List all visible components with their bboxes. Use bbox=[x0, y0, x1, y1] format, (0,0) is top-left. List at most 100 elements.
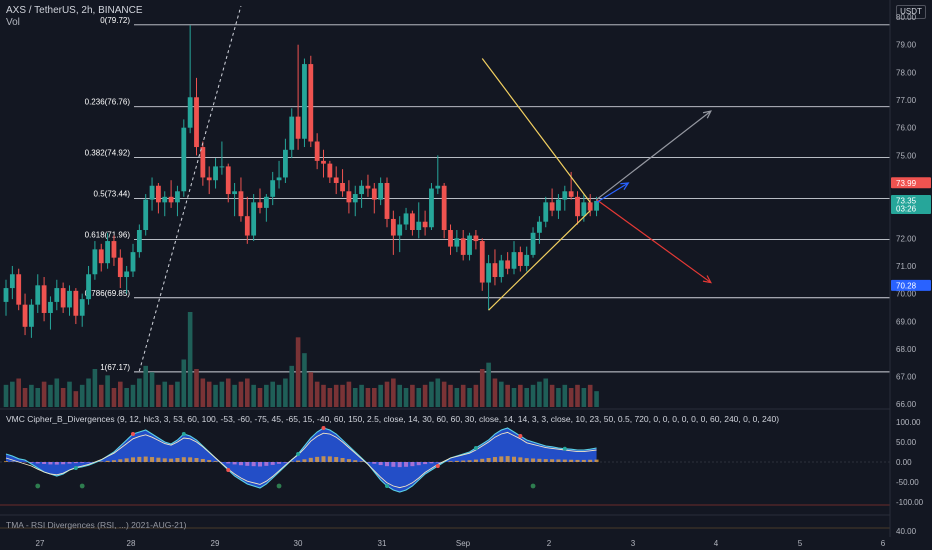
price-tick-label: 67.00 bbox=[896, 373, 917, 382]
money-flow-bar bbox=[143, 456, 148, 462]
candle-body bbox=[257, 202, 263, 208]
volume-bar bbox=[333, 384, 339, 407]
cross-dot bbox=[385, 484, 389, 488]
volume-bar bbox=[3, 384, 9, 407]
money-flow-bar bbox=[61, 462, 66, 465]
candle-body bbox=[156, 185, 161, 203]
candle-body bbox=[283, 149, 288, 178]
volume-bar bbox=[308, 372, 314, 407]
buy-signal-dot bbox=[79, 483, 85, 489]
money-flow-bar bbox=[124, 458, 129, 462]
volume-bar bbox=[187, 312, 193, 407]
volume-bar bbox=[175, 381, 180, 407]
money-flow-bar bbox=[308, 457, 313, 462]
candle-body bbox=[60, 288, 66, 308]
money-flow-bar bbox=[245, 462, 250, 466]
volume-bar bbox=[98, 384, 104, 407]
volume-bar bbox=[29, 384, 34, 407]
money-flow-bar bbox=[594, 459, 599, 462]
money-flow-bar bbox=[581, 459, 586, 462]
candle-body bbox=[244, 216, 250, 236]
money-flow-bar bbox=[296, 460, 301, 462]
fib-level-label: 0.5(73.44) bbox=[94, 189, 131, 198]
cross-dot bbox=[473, 446, 478, 450]
vmc-tick-label: 0.00 bbox=[896, 458, 912, 467]
money-flow-bar bbox=[315, 456, 320, 462]
money-flow-bar bbox=[270, 462, 275, 465]
candle-body bbox=[194, 97, 199, 148]
candle-body bbox=[200, 147, 206, 178]
volume-bar bbox=[499, 381, 504, 407]
vmc-tick-label: 50.00 bbox=[896, 438, 917, 447]
candle-body bbox=[162, 196, 168, 203]
candle-body bbox=[549, 202, 555, 211]
time-tick-label: Sep bbox=[456, 539, 471, 548]
volume-bar bbox=[219, 381, 225, 407]
money-flow-bar bbox=[181, 457, 186, 462]
price-tag-value: 73.99 bbox=[896, 179, 917, 188]
vmc-tick-label: -100.00 bbox=[896, 498, 924, 507]
candle-body bbox=[302, 64, 307, 139]
price-tick-label: 78.00 bbox=[896, 68, 917, 77]
volume-bar bbox=[537, 381, 542, 407]
candle-body bbox=[16, 274, 22, 305]
candle-body bbox=[352, 194, 358, 203]
candle-body bbox=[460, 238, 466, 255]
money-flow-bar bbox=[29, 462, 34, 463]
rsi-indicator-title[interactable]: TMA - RSI Divergences (RSI, ...) 2021-AU… bbox=[6, 520, 187, 530]
volume-bar bbox=[10, 381, 15, 407]
volume-bar bbox=[276, 384, 282, 407]
cross-dot bbox=[73, 466, 78, 470]
candle-body bbox=[67, 290, 72, 308]
volume-bar bbox=[225, 378, 231, 407]
money-flow-bar bbox=[492, 457, 497, 462]
money-flow-bar bbox=[499, 456, 504, 462]
price-tag bbox=[891, 279, 931, 291]
price-tick-label: 80.00 bbox=[896, 13, 917, 22]
candle-body bbox=[86, 274, 91, 300]
volume-bar bbox=[67, 381, 72, 407]
candle-body bbox=[130, 252, 136, 272]
candle-body bbox=[435, 185, 441, 189]
candle-body bbox=[333, 177, 339, 183]
money-flow-bar bbox=[524, 458, 529, 462]
candle-body bbox=[143, 199, 149, 231]
candle-body bbox=[29, 304, 34, 327]
volume-bar bbox=[181, 359, 187, 407]
candle-body bbox=[543, 202, 549, 222]
money-flow-bar bbox=[277, 462, 282, 464]
volume-bar bbox=[403, 388, 409, 407]
candle-body bbox=[397, 224, 403, 236]
candle-body bbox=[9, 274, 15, 289]
time-tick-label: 5 bbox=[798, 539, 803, 548]
candle-body bbox=[117, 257, 123, 278]
volume-bar bbox=[41, 381, 47, 407]
price-tag-countdown: 03:26 bbox=[896, 204, 917, 213]
money-flow-bar bbox=[150, 457, 155, 462]
time-tick-label: 29 bbox=[211, 539, 220, 548]
candle-body bbox=[390, 218, 396, 236]
projection-arrow bbox=[596, 182, 629, 203]
volume-bar bbox=[460, 384, 466, 407]
candle-body bbox=[473, 235, 479, 242]
volume-bar bbox=[92, 369, 98, 407]
cross-dot bbox=[518, 434, 523, 438]
volume-bar bbox=[257, 388, 263, 407]
volume-bar bbox=[327, 388, 333, 407]
price-tick-label: 77.00 bbox=[896, 96, 917, 105]
candle-body bbox=[346, 191, 352, 203]
cross-dot bbox=[321, 426, 326, 430]
volume-bar bbox=[137, 378, 142, 407]
currency-selector[interactable]: USDT bbox=[896, 5, 926, 19]
money-flow-bar bbox=[4, 461, 8, 462]
money-flow-bar bbox=[562, 459, 567, 462]
volume-bar bbox=[511, 388, 517, 407]
volume-bar bbox=[543, 378, 549, 407]
money-flow-bar bbox=[137, 456, 142, 462]
money-flow-bar bbox=[429, 462, 434, 464]
vmc-indicator-title[interactable]: VMC Cipher_B_Divergences (9, 12, hlc3, 3… bbox=[6, 414, 780, 424]
buy-signal-dot bbox=[530, 483, 536, 489]
volume-bar bbox=[422, 384, 428, 407]
volume-bar bbox=[314, 381, 320, 407]
